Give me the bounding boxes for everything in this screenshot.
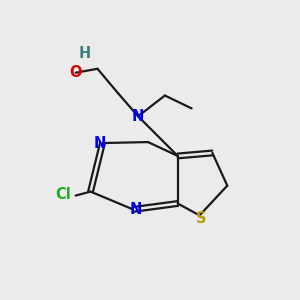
- Text: S: S: [196, 211, 206, 226]
- Text: N: N: [93, 136, 106, 151]
- Text: H: H: [79, 46, 91, 62]
- Text: N: N: [130, 202, 142, 217]
- Text: Cl: Cl: [55, 187, 71, 202]
- Text: O: O: [69, 65, 82, 80]
- Text: N: N: [132, 109, 144, 124]
